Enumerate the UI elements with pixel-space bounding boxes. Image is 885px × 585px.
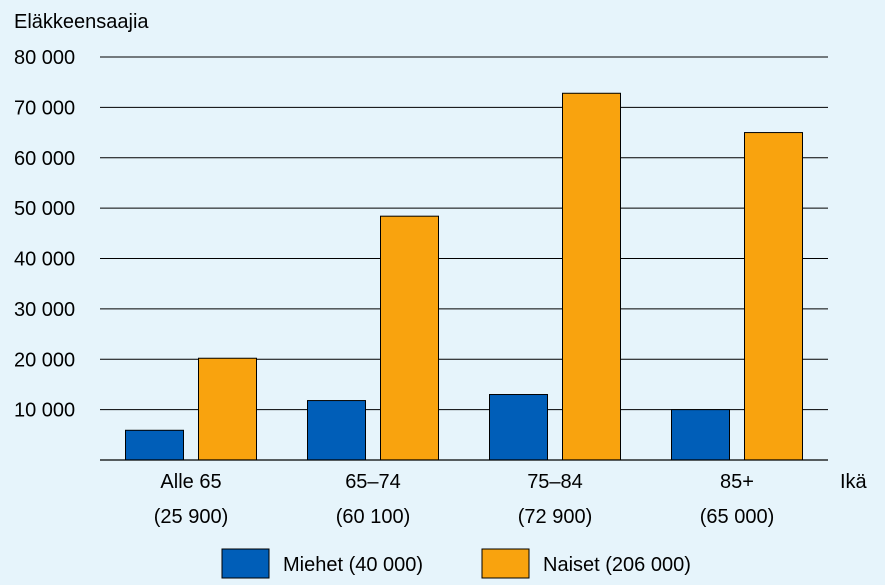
y-tick-label: 60 000: [14, 148, 75, 170]
y-tick-labels: 10 000 20 000 30 000 40 000 50 000 60 000 70 0…: [14, 47, 75, 422]
bar-naiset: [744, 132, 803, 461]
gridlines: [100, 56, 828, 411]
x-tick-label: Alle 65: [160, 471, 221, 493]
legend: Miehet (40 000) Naiset (206 000): [221, 548, 691, 579]
legend-label: Naiset (206 000): [543, 554, 691, 576]
legend-swatch: [221, 548, 270, 579]
y-tick-label: 70 000: [14, 97, 75, 119]
bar-miehet: [307, 400, 366, 461]
bar-naiset: [562, 92, 621, 461]
bar-miehet: [125, 429, 184, 461]
bars: [125, 92, 803, 461]
y-tick-label: 30 000: [14, 299, 75, 321]
bar-miehet: [489, 394, 548, 461]
y-tick-label: 20 000: [14, 349, 75, 371]
x-tick-label: 75–84: [527, 471, 583, 493]
x-tick-total: (65 000): [700, 506, 775, 528]
y-tick-label: 10 000: [14, 400, 75, 422]
bar-miehet: [671, 409, 730, 461]
x-tick-labels: Alle 65 (25 900) 65–74 (60 100) 75–84 (72 900…: [154, 471, 775, 528]
y-tick-label: 50 000: [14, 198, 75, 220]
legend-swatch: [481, 548, 530, 579]
bar-naiset: [198, 357, 257, 461]
x-tick-total: (72 900): [518, 506, 593, 528]
x-tick-label: 65–74: [345, 471, 401, 493]
y-tick-label: 80 000: [14, 47, 75, 69]
y-axis-label: Eläkkeensaajia: [14, 11, 149, 33]
x-tick-total: (25 900): [154, 506, 229, 528]
x-tick-label: 85+: [720, 471, 754, 493]
y-tick-label: 40 000: [14, 249, 75, 271]
legend-label: Miehet (40 000): [283, 554, 423, 576]
x-tick-total: (60 100): [336, 506, 411, 528]
x-axis-label: Ikä: [840, 471, 868, 493]
bar-naiset: [380, 215, 439, 461]
